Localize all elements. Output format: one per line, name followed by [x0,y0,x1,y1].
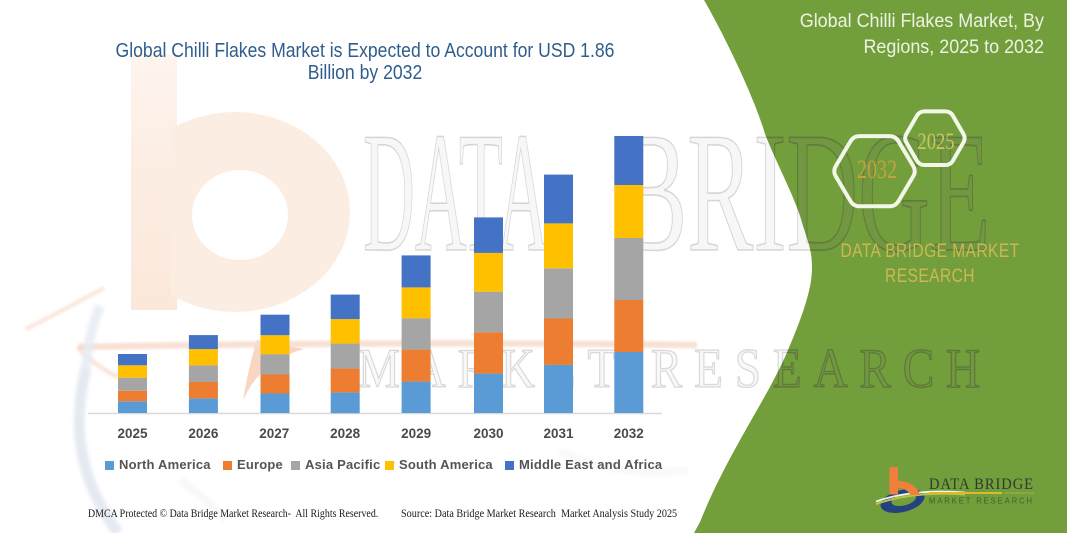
svg-text:DATA BRIDGE: DATA BRIDGE [929,476,1034,493]
svg-text:MARKET RESEARCH: MARKET RESEARCH [929,497,1034,506]
